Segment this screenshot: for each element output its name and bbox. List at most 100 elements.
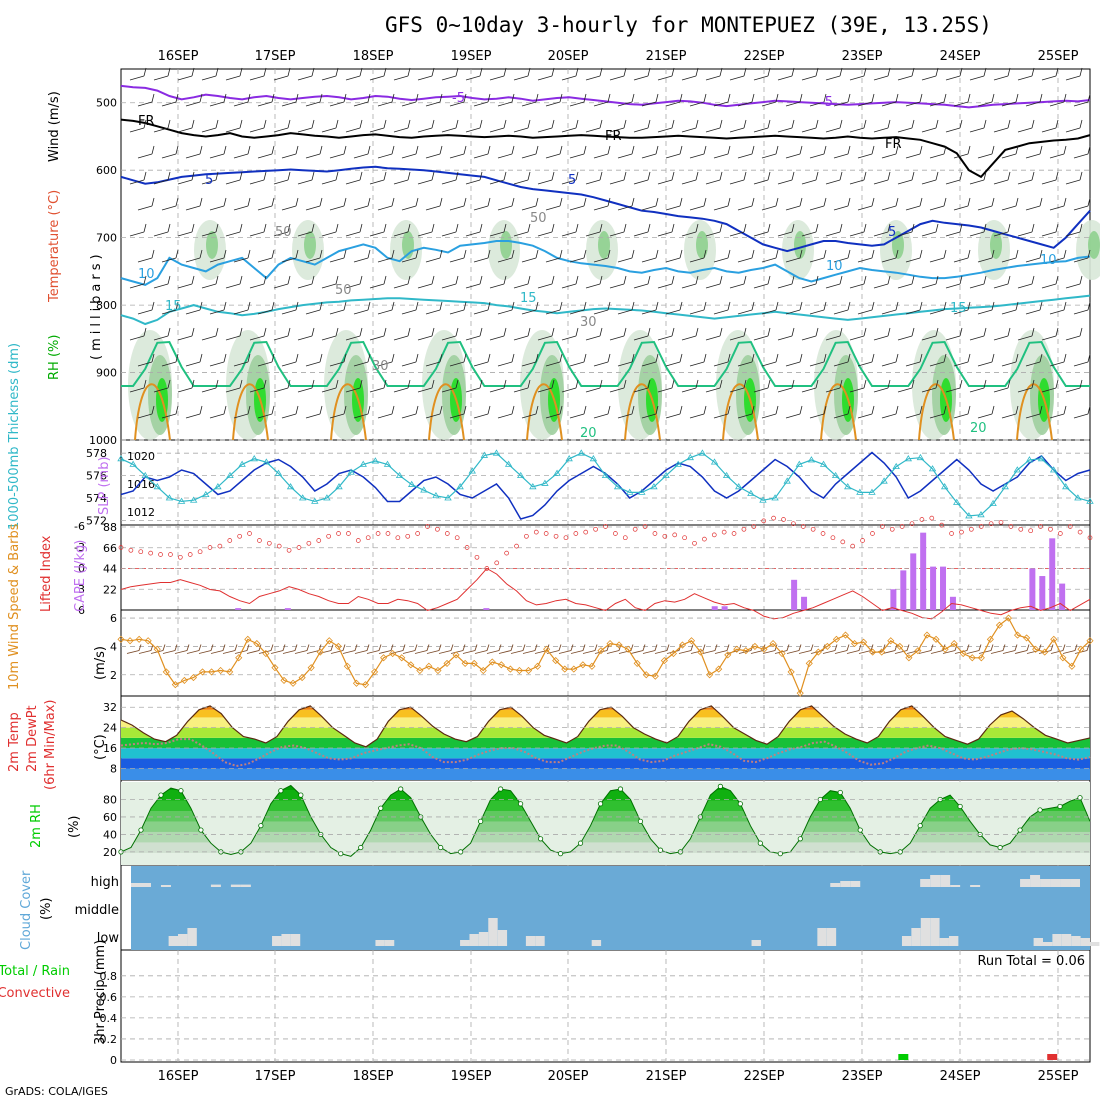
wind-barb [921,119,939,133]
wind-barb [849,275,867,289]
wind-barb [1001,405,1019,419]
thickness-marker [480,451,489,458]
wind-barb [497,353,515,367]
rh-marker [537,836,544,842]
cape-bar [940,566,947,610]
wind-barb [705,67,723,81]
chart-title: GFS 0~10day 3-hourly for MONTEPUEZ (39E,… [385,13,992,37]
cloud-cell [1070,879,1081,887]
rh-marker [338,851,344,857]
lifted-index-marker [1048,526,1053,532]
pressure-tick: 600 [96,164,117,177]
wind-barb-10m [510,644,526,654]
cloud-cell [930,875,941,887]
cape-bar [711,606,718,610]
lifted-index-marker [672,532,678,538]
wind-barb [153,171,171,185]
wind-barb [833,405,851,419]
wind-barb [633,171,651,185]
cloud-cell [469,934,479,946]
thickness-marker [1074,494,1082,501]
wind-speed-marker [425,662,433,670]
wind-barb [881,145,899,159]
wind-barb [897,171,915,185]
wind-barb [249,327,267,341]
wind-barb-10m [438,644,454,654]
wind-barb [825,171,843,185]
wind-speed-marker [624,645,632,653]
wind-barb [161,93,179,107]
wind-barb [537,275,555,289]
thickness-marker [747,489,755,496]
rh-marker [1017,827,1023,833]
lifted-index-marker [286,547,292,553]
wind-barb [801,223,819,237]
wind-barb [833,197,851,211]
wind-barb [465,275,483,289]
lifted-index-marker [207,545,213,550]
wind-speed-marker [669,649,677,658]
wind-barb [137,249,155,263]
cape-bar [920,532,927,610]
wind-barb [593,249,611,263]
wind-barb [809,145,827,159]
wind-speed-marker [660,657,668,665]
pressure-tick: 500 [96,97,117,110]
thickness-marker [601,471,610,478]
rh-marker [158,792,164,798]
cloud-cell [1071,936,1081,946]
thickness-marker [1086,497,1094,504]
wind-speed-marker [488,658,496,666]
wind-barb [225,67,243,81]
wind-barb [321,379,339,393]
wind-barb [633,327,651,341]
wind-barb [225,119,243,133]
cloud-cell [535,936,545,946]
temp-tick: 8 [110,763,117,776]
wind-barb [369,327,387,341]
lifted-index-marker [365,535,371,541]
thickness-marker [117,455,125,462]
wind-speed-marker [977,654,985,662]
wind-speed-marker [1068,662,1076,670]
thickness-marker [407,480,416,487]
wind-barb [225,171,243,185]
wind-speed-marker [461,659,469,667]
thickness-marker [129,460,137,467]
wind-barb [905,405,923,419]
wind-barb [1073,145,1091,159]
wind-speed-marker [697,648,705,656]
wind-barb-10m [162,644,178,654]
wind-speed-marker [506,665,514,673]
wind-barb [977,301,995,315]
wind-barb [177,67,195,81]
wind-barb [993,327,1011,341]
wind-barb [545,249,563,263]
wind-barb-10m [414,644,430,654]
cloud-cell [970,885,981,887]
wind-barb [881,93,899,107]
wind-tick: 4 [110,640,117,653]
wind-barb [353,301,371,315]
wind-barb [761,145,779,159]
thickness-tick: 574 [86,492,107,505]
lifted-index-marker [464,545,470,550]
wind-barb [353,249,371,263]
wind-barb [513,119,531,133]
rh-marker [597,801,604,807]
cloud-cell [950,885,961,887]
wind-barb-10m [342,644,358,654]
lifted-index-marker [326,533,331,539]
wind-speed-marker [271,664,279,672]
wind-barb [713,353,731,367]
thickness-marker [1025,456,1034,463]
wind-barb [705,275,723,289]
wind-barb [1041,327,1059,341]
wind-barb [1041,223,1059,237]
lifted-index-marker [444,531,450,536]
wind-barb [273,223,291,237]
wind-barb [129,275,147,289]
wind-barb [521,145,539,159]
wind-barb [729,379,747,393]
wind-speed-marker [687,637,696,645]
